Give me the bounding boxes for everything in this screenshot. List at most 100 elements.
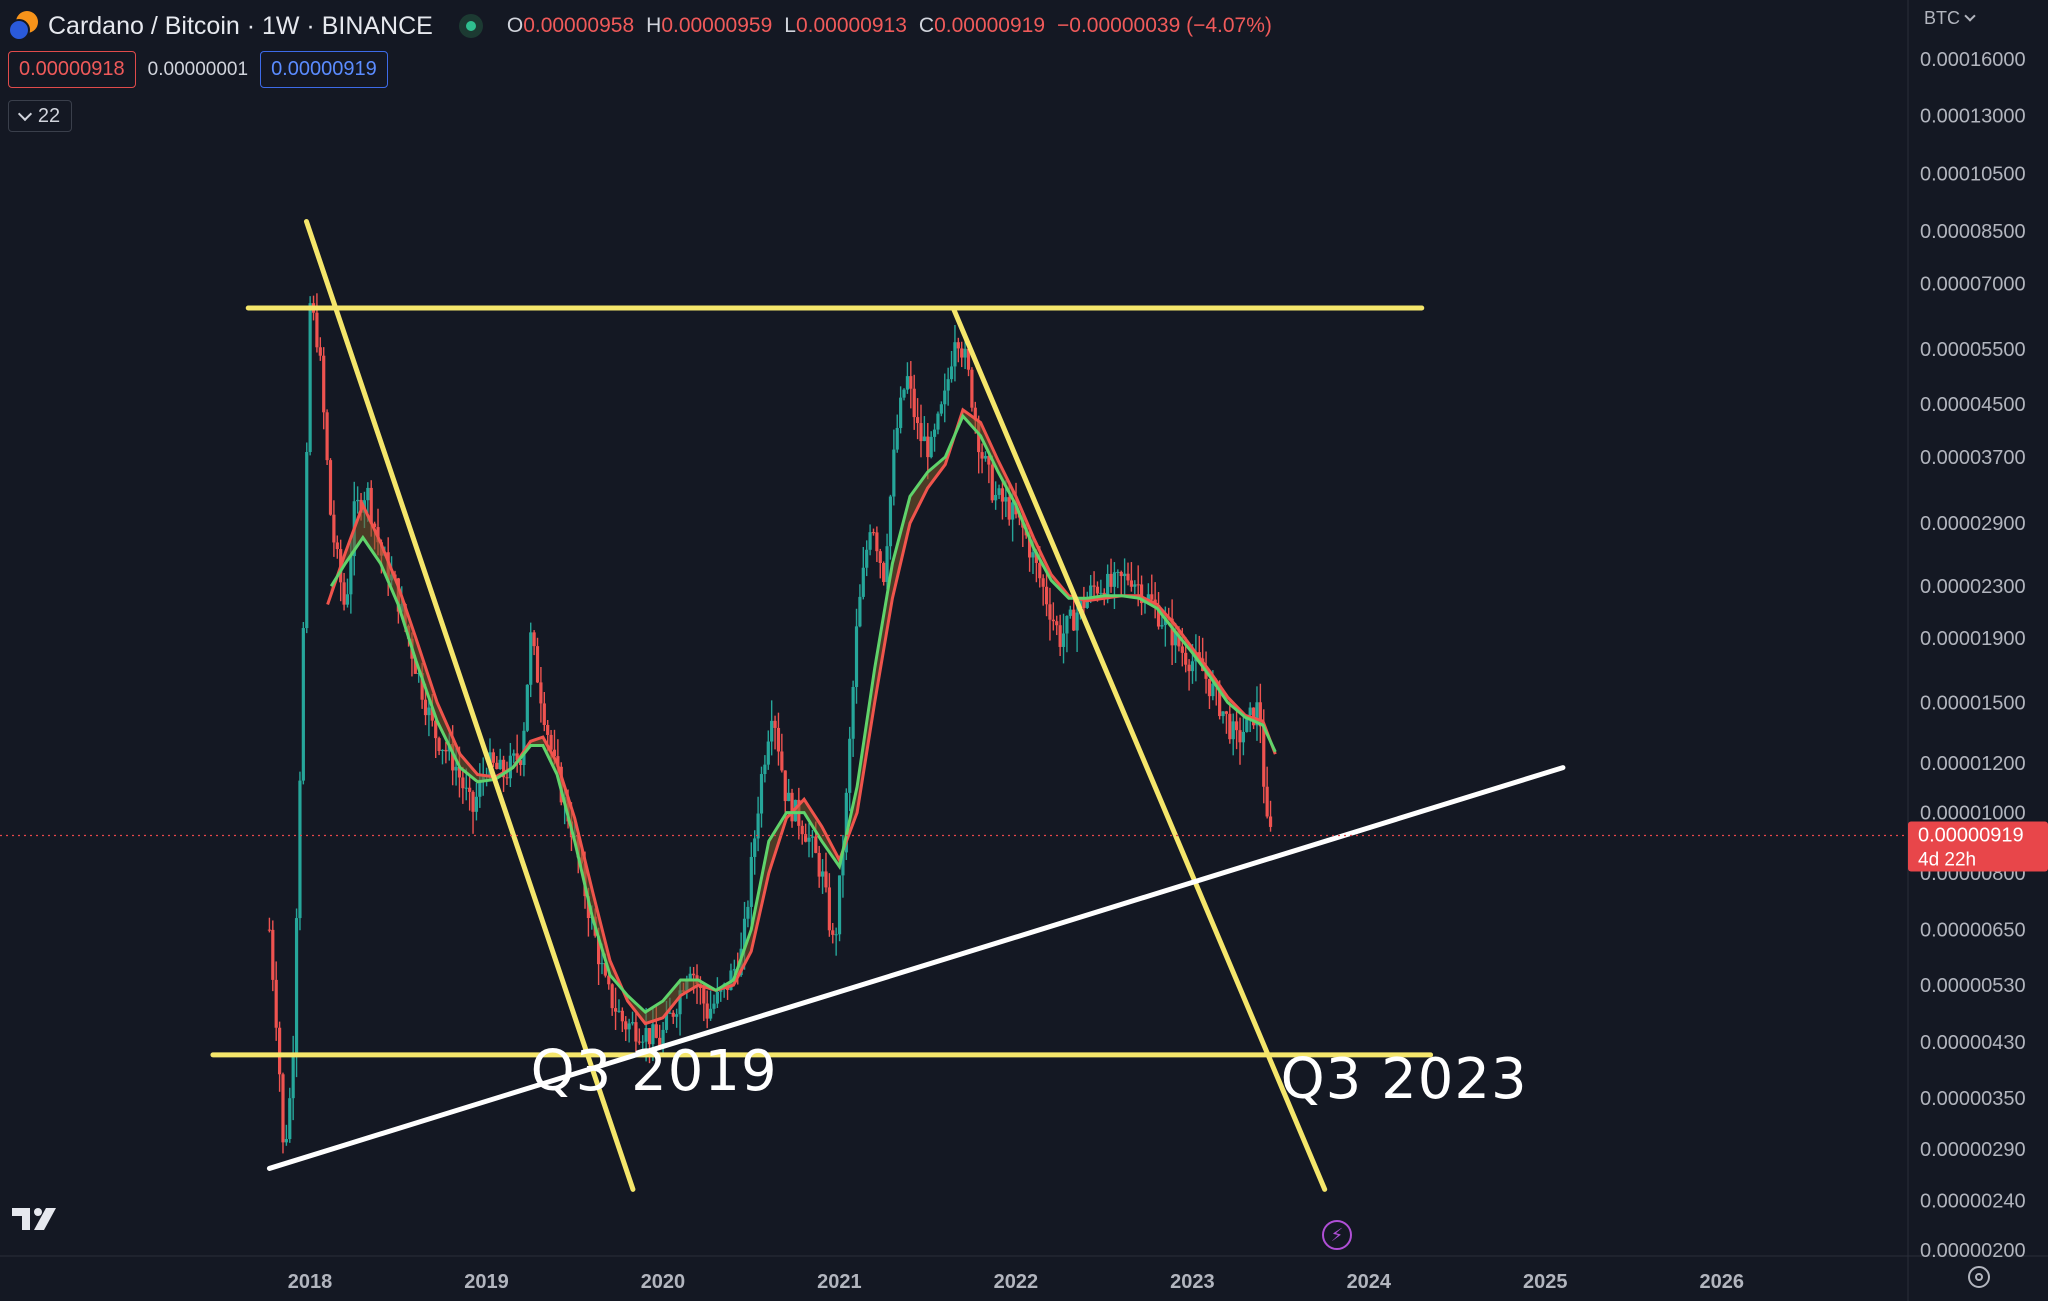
candle-body xyxy=(820,871,825,877)
candle-body xyxy=(1173,631,1178,646)
candle-body xyxy=(525,684,529,731)
candle-body xyxy=(1190,661,1195,672)
candle-body xyxy=(610,984,614,1009)
tradingview-logo[interactable] xyxy=(12,1206,62,1237)
price-tick-label: 0.00013000 xyxy=(1920,105,2026,127)
candle-body xyxy=(746,906,750,919)
candle-body xyxy=(966,348,971,370)
candle-body xyxy=(464,787,468,789)
candle-body xyxy=(929,436,933,458)
candle-body xyxy=(620,1010,624,1022)
price-tick-label: 0.00001500 xyxy=(1920,692,2026,714)
time-tick-label: 2022 xyxy=(994,1271,1039,1293)
candle-body xyxy=(909,376,913,389)
candle-body xyxy=(678,990,682,1015)
candle-body xyxy=(305,452,309,629)
currency-scale-button[interactable]: BTC xyxy=(1924,8,1976,29)
candle-body xyxy=(1112,572,1117,587)
settings-gear-icon[interactable] xyxy=(1968,1266,1990,1288)
candle-body xyxy=(512,753,516,756)
candle-body xyxy=(987,455,991,465)
candle-body xyxy=(444,749,448,752)
lightning-icon[interactable]: ⚡ xyxy=(1322,1220,1352,1250)
candle-body xyxy=(1268,816,1273,827)
candle-body xyxy=(963,348,967,358)
candle-body xyxy=(1241,731,1245,743)
candle-body xyxy=(1119,571,1123,577)
candle-body xyxy=(868,532,872,550)
candle-body xyxy=(277,1027,282,1075)
candle-body xyxy=(1224,711,1229,714)
sell-price-button[interactable]: 0.00000918 xyxy=(8,51,136,88)
candle-body xyxy=(1255,702,1259,726)
low-value: 0.00000913 xyxy=(795,14,907,37)
candle-body xyxy=(1099,592,1103,594)
candle-body xyxy=(912,388,916,418)
indicator-count: 22 xyxy=(37,104,61,127)
price-tick-label: 0.00003700 xyxy=(1920,447,2026,469)
candle-body xyxy=(345,594,350,605)
candle-body xyxy=(705,1003,709,1019)
candle-body xyxy=(1211,683,1215,697)
candle-body xyxy=(1000,488,1005,502)
price-tick-label: 0.00001900 xyxy=(1920,628,2026,650)
candle-body xyxy=(749,856,753,907)
candle-body xyxy=(1051,619,1055,622)
buy-price-button[interactable]: 0.00000919 xyxy=(260,51,388,88)
candle-body xyxy=(861,567,865,597)
candle-body xyxy=(515,753,519,761)
price-tick-label: 0.00000350 xyxy=(1920,1088,2026,1110)
candle-body xyxy=(413,658,417,674)
candle-body xyxy=(501,759,506,778)
candle-body xyxy=(1180,646,1184,653)
candle-body xyxy=(552,749,557,757)
candle-body xyxy=(1031,552,1035,558)
candle-body xyxy=(366,487,370,501)
candle-body xyxy=(936,413,940,430)
ohlc-values: O0.00000958 H0.00000959 L0.00000913 C0.0… xyxy=(507,14,1272,38)
candle-body xyxy=(865,549,869,568)
candle-body xyxy=(325,412,329,461)
candle-body xyxy=(844,792,848,853)
candle-body xyxy=(1089,585,1093,598)
indicators-toggle-button[interactable]: 22 xyxy=(8,100,72,132)
candle-body xyxy=(1129,580,1134,587)
candle-body xyxy=(647,1028,652,1045)
candle-body xyxy=(780,751,784,771)
symbol-title[interactable]: Cardano / Bitcoin · 1W · BINANCE xyxy=(48,11,433,40)
candle-body xyxy=(732,969,736,971)
candle-body xyxy=(627,1023,631,1030)
candle-body xyxy=(983,455,988,459)
trendline-descending-2018 xyxy=(303,218,636,1192)
candle-body xyxy=(427,707,431,716)
candle-body xyxy=(284,1139,288,1143)
candle-body xyxy=(498,759,502,770)
candle-body xyxy=(770,720,774,742)
candle-body xyxy=(895,427,899,450)
candle-body xyxy=(926,436,930,458)
candle-body xyxy=(495,762,499,770)
candle-body xyxy=(468,787,472,792)
low-label: L xyxy=(784,14,796,37)
candle-body xyxy=(712,1003,716,1009)
annotation-label: Q3 2023 xyxy=(1281,1047,1528,1112)
candle-body xyxy=(271,929,275,980)
time-tick-label: 2018 xyxy=(288,1271,333,1293)
candle-body xyxy=(641,1041,645,1043)
price-change: −0.00000039 (−4.07%) xyxy=(1057,14,1272,37)
price-tick-label: 0.00001000 xyxy=(1920,803,2026,825)
candle-body xyxy=(549,734,553,750)
market-status-icon[interactable] xyxy=(458,14,483,38)
candle-body xyxy=(1123,573,1127,577)
candle-body xyxy=(373,523,377,528)
candle-body xyxy=(1095,586,1100,594)
price-tick-label: 0.00002300 xyxy=(1920,576,2026,598)
candle-body xyxy=(668,1012,672,1014)
candle-body xyxy=(980,452,984,459)
candle-body xyxy=(939,404,943,414)
ma-cloud-fill xyxy=(327,409,1276,1024)
candle-body xyxy=(440,749,445,751)
candle-body xyxy=(776,727,781,752)
